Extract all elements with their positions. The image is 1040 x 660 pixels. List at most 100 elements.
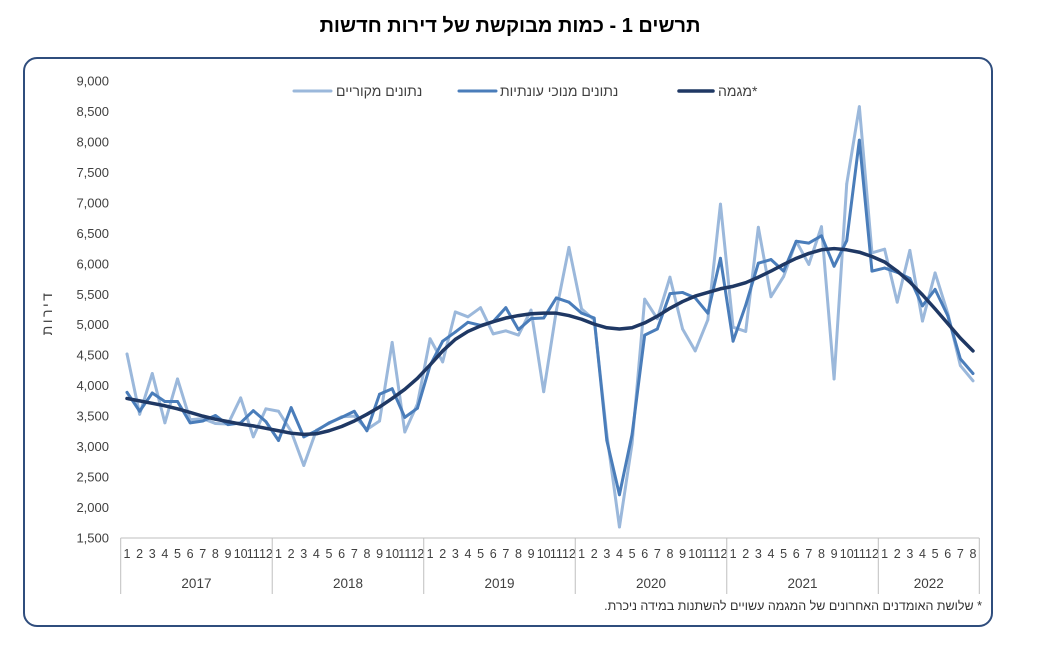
- series-trend: [125, 246, 975, 437]
- month-tick-label: 9: [831, 547, 838, 561]
- data-point-original: [908, 248, 912, 252]
- data-point-original: [719, 202, 722, 206]
- series-line-trend: [125, 246, 975, 437]
- month-tick-label: 4: [464, 547, 471, 561]
- month-tick-label: 9: [225, 547, 232, 561]
- data-point-seasonally-adjusted: [340, 415, 344, 419]
- data-point-original: [706, 318, 710, 322]
- y-tick-label: 3,500: [76, 409, 109, 424]
- data-point-seasonally-adjusted: [580, 311, 583, 315]
- data-point-seasonally-adjusted: [946, 314, 950, 317]
- data-point-original: [921, 319, 924, 323]
- data-point-original: [782, 275, 785, 278]
- month-tick-label: 10: [840, 547, 854, 561]
- data-point-original: [428, 337, 432, 341]
- data-point-seasonally-adjusted: [416, 406, 419, 410]
- data-point-seasonally-adjusted: [327, 421, 331, 425]
- month-tick-label: 1: [275, 547, 282, 561]
- data-point-trend: [857, 250, 861, 254]
- data-point-trend: [264, 426, 268, 430]
- data-point-original: [845, 182, 849, 186]
- month-tick-label: 5: [780, 547, 787, 561]
- month-tick-label: 9: [679, 547, 686, 561]
- month-tick-label: 1: [427, 547, 434, 561]
- data-point-seasonally-adjusted: [706, 311, 710, 315]
- data-point-seasonally-adjusted: [529, 317, 533, 321]
- data-point-seasonally-adjusted: [201, 419, 205, 423]
- data-point-trend: [958, 336, 962, 340]
- month-tick-label: 8: [212, 547, 219, 561]
- y-tick-label: 8,000: [76, 134, 109, 149]
- data-point-trend: [655, 314, 659, 318]
- month-tick-label: 11: [550, 547, 563, 561]
- data-point-seasonally-adjusted: [971, 372, 975, 375]
- y-tick-label: 8,500: [76, 104, 109, 119]
- month-tick-label: 10: [234, 547, 248, 561]
- data-point-seasonally-adjusted: [214, 414, 217, 417]
- month-tick-label: 3: [906, 547, 913, 561]
- data-point-seasonally-adjusted: [150, 391, 154, 395]
- month-tick-label: 1: [578, 547, 585, 561]
- data-point-trend: [580, 317, 583, 321]
- data-point-seasonally-adjusted: [289, 406, 293, 409]
- y-tick-label: 4,000: [76, 378, 109, 393]
- month-tick-label: 7: [502, 547, 509, 561]
- data-point-original: [150, 372, 154, 375]
- data-point-trend: [567, 314, 571, 317]
- data-point-trend: [441, 349, 445, 353]
- data-point-trend: [315, 432, 318, 436]
- data-point-trend: [201, 414, 205, 418]
- data-point-trend: [744, 281, 748, 285]
- data-point-original: [895, 300, 899, 304]
- data-point-seasonally-adjusted: [630, 433, 634, 436]
- data-point-trend: [706, 291, 710, 294]
- data-point-original: [163, 421, 167, 425]
- month-tick-label: 6: [338, 547, 345, 561]
- data-point-original: [239, 396, 243, 400]
- data-point-original: [441, 360, 445, 364]
- y-tick-label: 6,000: [76, 256, 109, 271]
- month-tick-label: 10: [688, 547, 702, 561]
- data-point-seasonally-adjusted: [870, 269, 874, 273]
- data-point-trend: [719, 287, 722, 291]
- series-line-original: [125, 105, 975, 529]
- y-tick-label: 3,000: [76, 439, 109, 454]
- series-line-seasonally-adjusted: [125, 138, 975, 497]
- data-point-trend: [428, 363, 432, 367]
- data-point-trend: [769, 269, 773, 273]
- data-point-seasonally-adjusted: [352, 409, 356, 413]
- data-point-original: [618, 525, 621, 529]
- data-point-trend: [820, 248, 823, 252]
- data-point-trend: [138, 399, 142, 403]
- month-tick-label: 9: [528, 547, 535, 561]
- data-point-original: [125, 352, 129, 356]
- data-point-original: [176, 377, 179, 381]
- data-point-seasonally-adjusted: [756, 261, 760, 265]
- data-point-seasonally-adjusted: [883, 266, 886, 270]
- month-tick-label: 12: [865, 547, 879, 561]
- data-point-trend: [895, 269, 899, 273]
- data-point-original: [479, 306, 482, 310]
- month-tick-label: 6: [490, 547, 497, 561]
- data-point-original: [958, 364, 962, 367]
- data-point-seasonally-adjusted: [554, 296, 558, 300]
- month-tick-label: 7: [199, 547, 206, 561]
- data-point-trend: [832, 247, 836, 250]
- data-point-seasonally-adjusted: [567, 300, 571, 304]
- data-point-seasonally-adjusted: [466, 320, 470, 324]
- data-point-original: [542, 390, 546, 394]
- data-point-seasonally-adjusted: [832, 264, 836, 268]
- data-point-seasonally-adjusted: [668, 292, 672, 296]
- month-tick-label: 2: [439, 547, 446, 561]
- data-point-trend: [933, 307, 937, 311]
- month-tick-label: 4: [313, 547, 320, 561]
- data-point-seasonally-adjusted: [719, 256, 722, 260]
- month-tick-label: 5: [629, 547, 636, 561]
- series-seasonally-adjusted: [125, 138, 975, 497]
- data-point-trend: [605, 326, 609, 330]
- data-point-seasonally-adjusted: [794, 239, 798, 243]
- month-tick-label: 4: [919, 547, 926, 561]
- data-point-original: [352, 414, 356, 418]
- month-tick-label: 8: [363, 547, 370, 561]
- month-tick-label: 5: [932, 547, 939, 561]
